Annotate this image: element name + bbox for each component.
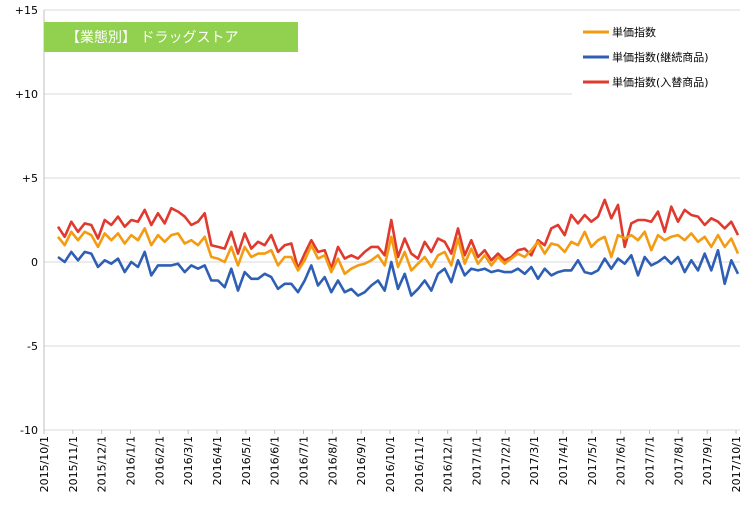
x-tick-label: 2016/2/1 <box>153 436 166 485</box>
chart-title: 【業態別】 ドラッグストア <box>66 30 238 46</box>
x-tick-label: 2016/3/1 <box>182 436 195 485</box>
x-tick-label: 2016/1/1 <box>125 436 138 485</box>
x-tick-label: 2016/12/1 <box>442 436 455 492</box>
x-tick-label: 2017/1/1 <box>471 436 484 485</box>
legend-label: 単価指数(継続商品) <box>612 50 709 64</box>
x-tick-label: 2017/10/1 <box>730 436 743 492</box>
x-tick-label: 2017/8/1 <box>672 436 685 485</box>
legend-label: 単価指数(入替商品) <box>612 75 709 89</box>
y-tick-label: +10 <box>15 88 38 101</box>
x-tick-label: 2017/2/1 <box>499 436 512 485</box>
x-tick-label: 2017/4/1 <box>557 436 570 485</box>
chart-title-background <box>44 22 298 52</box>
x-tick-label: 2016/6/1 <box>269 436 282 485</box>
y-tick-label: 0 <box>31 256 38 269</box>
x-tick-label: 2016/10/1 <box>384 436 397 492</box>
y-tick-label: +15 <box>15 4 38 17</box>
y-tick-label: -5 <box>27 340 38 353</box>
x-tick-label: 2016/9/1 <box>355 436 368 485</box>
x-tick-label: 2017/6/1 <box>615 436 628 485</box>
x-tick-label: 2017/5/1 <box>586 436 599 485</box>
x-tick-label: 2016/11/1 <box>413 436 426 492</box>
x-tick-label: 2015/10/1 <box>38 436 51 492</box>
x-tick-label: 2015/12/1 <box>96 436 109 492</box>
legend-label: 単価指数 <box>612 25 656 39</box>
x-tick-label: 2017/7/1 <box>644 436 657 485</box>
x-tick-label: 2016/7/1 <box>298 436 311 485</box>
x-tick-label: 2015/11/1 <box>67 436 80 492</box>
chart-title-box: 【業態別】 ドラッグストア <box>44 22 298 52</box>
series-line-2 <box>56 198 740 271</box>
grid-lines <box>44 9 740 431</box>
x-tick-label: 2016/8/1 <box>326 436 339 485</box>
x-tick-label: 2016/4/1 <box>211 436 224 485</box>
x-tick-label: 2017/9/1 <box>701 436 714 485</box>
x-tick-label: 2017/3/1 <box>528 436 541 485</box>
series-lines <box>56 198 740 297</box>
series-line-0 <box>56 227 740 276</box>
series-line-1 <box>57 248 740 297</box>
x-tick-label: 2016/5/1 <box>240 436 253 485</box>
y-tick-label: +5 <box>22 172 38 185</box>
y-tick-label: -10 <box>20 424 38 437</box>
